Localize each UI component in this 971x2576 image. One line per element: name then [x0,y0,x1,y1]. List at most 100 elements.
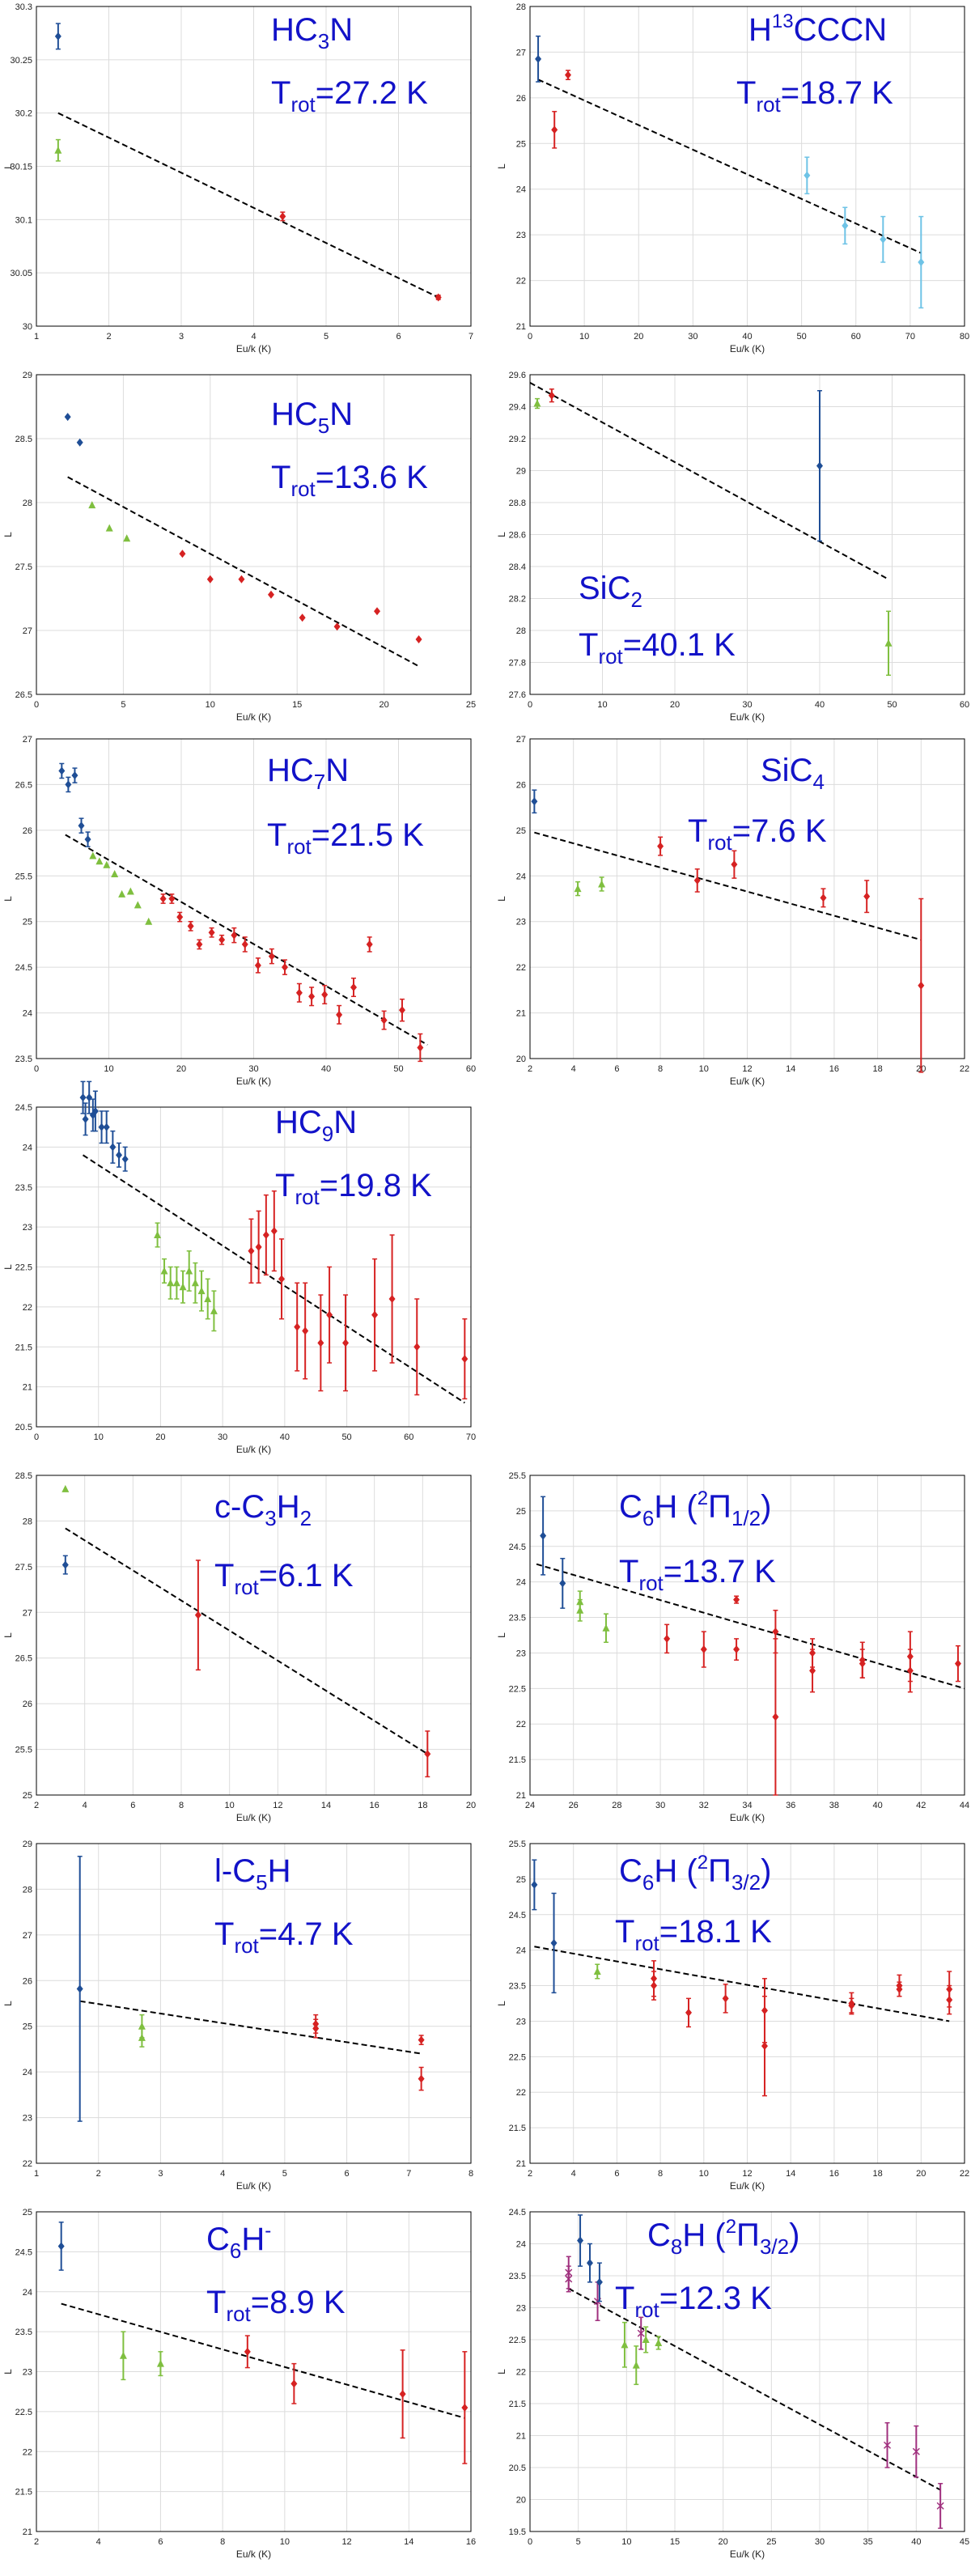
chart-panel-hc7n: 0 10 20 30 40 50 60 23.5 24 24.5 25 25.5 26 26.5 27 Eu/… [0,732,477,1101]
x-tick-label: 40 [815,700,825,710]
data-point [574,881,582,897]
trot-label: Trot=8.9 K [206,2285,346,2326]
y-tick-label: 30.3 [15,2,32,12]
x-tick-label: 70 [466,1432,476,1442]
data-point [290,2362,298,2404]
x-tick-label: 2 [96,2169,101,2179]
y-tick-label: 23 [23,1223,32,1233]
y-tick-label: 24 [23,1009,32,1019]
data-point [206,575,214,584]
x-axis-label: Eu/k (K) [730,1812,765,1823]
x-tick-label: 12 [742,2169,752,2179]
y-tick-label: 21 [516,1009,526,1019]
data-point [196,939,203,950]
y-tick-label: 19.5 [509,2527,526,2537]
data-point [842,206,849,245]
data-point [54,138,62,162]
x-tick-label: 4 [220,2169,225,2179]
y-tick-label: 25 [23,918,32,927]
data-point [700,1631,707,1668]
data-point [533,397,541,410]
data-point [238,575,245,584]
x-tick-label: 10 [94,1432,104,1442]
data-point [593,1963,601,1980]
y-tick-label: 21 [516,2432,526,2442]
y-tick-label: 30.25 [10,56,32,66]
chart-panel-hc3n: 1 2 3 4 5 6 7 30 30.05 30.1 30.15 30.2 30.25 30.3 Eu/k… [0,0,477,368]
data-point [185,1250,193,1292]
trot-label: Trot=13.6 K [271,460,428,501]
x-tick-label: 30 [655,1801,665,1810]
x-axis-label: Eu/k (K) [730,2180,765,2192]
trot-label: Trot=6.1 K [214,1558,354,1599]
x-tick-label: 60 [960,700,969,710]
y-tick-label: 24.5 [509,1543,526,1552]
x-axis-label: Eu/k (K) [236,1076,271,1087]
y-axis-label: L [2,2001,14,2006]
fit-line [61,2302,465,2419]
data-point [268,948,275,965]
y-tick-label: 25 [516,1875,526,1885]
fit-line [57,112,439,299]
data-point [231,927,238,944]
fit-line [534,1946,950,2022]
data-point [551,111,558,149]
x-tick-label: 25 [766,2537,776,2547]
x-tick-label: 20 [176,1064,186,1074]
x-tick-label: 50 [393,1064,403,1074]
fit-line [537,79,922,254]
x-axis-label: Eu/k (K) [236,343,271,354]
data-point [371,1258,379,1372]
x-tick-label: 80 [960,332,969,342]
y-axis-label: L [496,1632,507,1638]
y-axis-label: L [2,532,14,537]
y-tick-label: 24 [516,1946,526,1956]
x-axis-label: Eu/k (K) [236,1444,271,1455]
plot-border [36,2211,472,2532]
data-point [380,1010,388,1030]
data-point [651,1971,658,2001]
data-point [119,2331,127,2381]
x-tick-label: 15 [670,2537,680,2547]
y-tick-label: 24.5 [15,963,32,973]
x-tick-label: 18 [872,2169,882,2179]
data-point [413,1298,421,1396]
x-tick-label: 6 [345,2169,350,2179]
x-tick-label: 6 [396,332,401,342]
y-tick-label: 25.5 [509,1840,526,1849]
molecule-label: C6H (2Π3/2) [619,1852,771,1895]
data-point [535,35,542,83]
y-tick-label: 21.5 [509,2400,526,2409]
y-tick-label: 24.5 [509,2208,526,2217]
fit-line [529,381,889,580]
x-tick-label: 28 [612,1801,621,1810]
data-point [761,1995,768,2097]
data-point [76,1856,83,2122]
x-axis-label: Eu/k (K) [236,1812,271,1823]
x-tick-label: 10 [597,700,607,710]
x-tick-label: 1 [34,2169,39,2179]
y-tick-label: 23.5 [15,1055,32,1064]
chart-svg-sic4: 2468101214161820222021222324252627Eu/k (… [496,735,969,1087]
y-tick-label: 26 [23,826,32,836]
y-tick-label: 22 [23,2447,32,2457]
data-point [172,1266,180,1300]
x-tick-label: 2 [34,2537,39,2547]
data-point [602,1613,610,1644]
x-tick-label: 70 [905,332,915,342]
x-tick-label: 30 [248,1064,258,1074]
y-tick-label: 21.5 [15,2488,32,2497]
y-tick-label: 28 [23,499,32,508]
y-tick-label: 25 [516,826,526,836]
data-point [333,622,341,631]
x-axis-label: Eu/k (K) [730,1076,765,1087]
x-tick-label: 4 [571,2169,576,2179]
plot-border [36,1106,472,1428]
y-tick-label: 20.5 [15,1423,32,1432]
data-point [559,1557,566,1609]
plot-border [529,2211,965,2532]
data-point [176,911,184,923]
x-tick-label: 16 [466,2537,476,2547]
molecule-label: HC7N [267,753,349,794]
y-tick-label: 21 [23,1383,32,1393]
